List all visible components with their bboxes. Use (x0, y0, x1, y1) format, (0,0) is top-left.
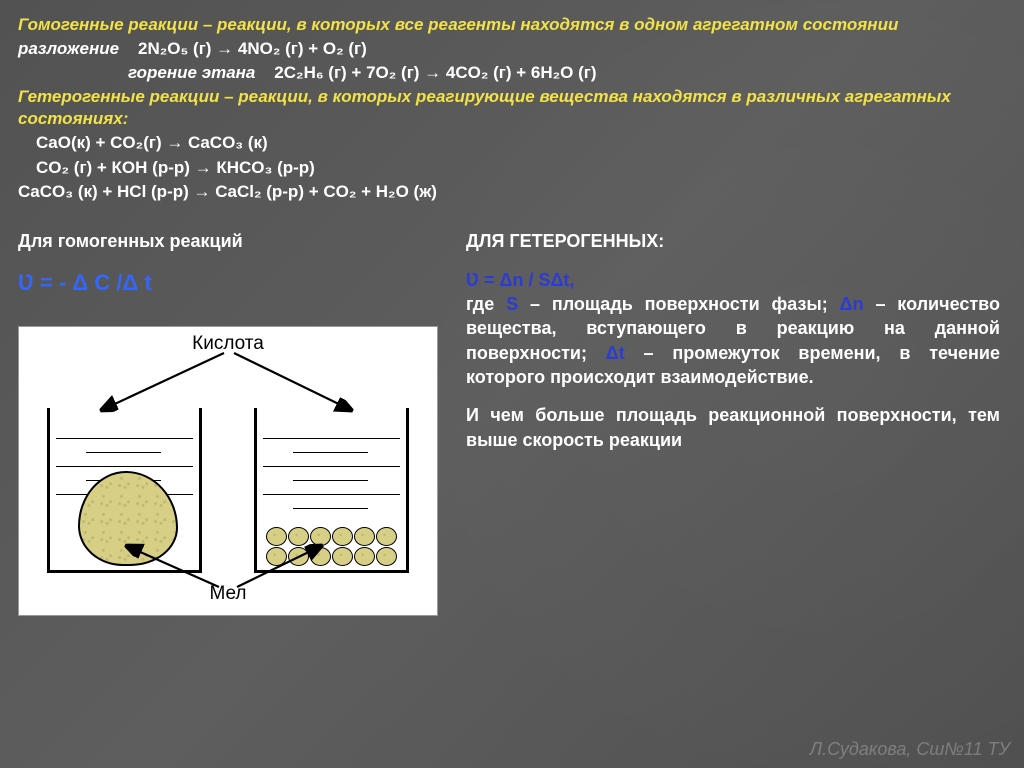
hetero-body: Ʋ = Δn / SΔt, где S – площадь поверхност… (466, 268, 1000, 389)
homo-rest: реакции – реакции, в которых все реагент… (124, 15, 899, 34)
two-column-area: Для гомогенных реакций Ʋ = - Δ C /Δ t Ки… (18, 231, 1006, 616)
beaker-diagram: Кислота (18, 326, 438, 616)
dt-label: Δt (606, 343, 625, 363)
eq2: CO₂ (г) + КОН (р-р) → КНСO₃ (р-р) (36, 158, 315, 177)
heterogeneous-column: ДЛЯ ГЕТЕРОГЕННЫХ: Ʋ = Δn / SΔt, где S – … (466, 231, 1006, 616)
combust-label: горение этана (128, 63, 255, 82)
hetero-section-title: ДЛЯ ГЕТЕРОГЕННЫХ: (466, 231, 1000, 252)
diagram-bottom-label: Мел (19, 583, 437, 605)
watermark: Л.Судакова, Сш№11 ТУ (810, 739, 1010, 760)
hetero-rest: реакции – реакции, в которых реагирующие… (18, 87, 951, 128)
dn-label: Δn (840, 294, 864, 314)
decomp-label: разложение (18, 39, 119, 58)
hetero-conclusion: И чем больше площадь реакционной поверхн… (466, 405, 1000, 449)
decomp-eq: 2N₂O₅ (г) → 4NO₂ (г) + O₂ (г) (138, 39, 367, 58)
definitions-block: Гомогенные реакции – реакции, в которых … (18, 14, 1006, 203)
explain-pre: где (466, 294, 494, 314)
hetero-prefix: Гетерогенные (18, 87, 145, 106)
eq1: CaO(к) + CO₂(г) → CaCO₃ (к) (36, 133, 268, 152)
eq3: CaCO₃ (к) + HCl (р-р) → CaCl₂ (р-р) + CO… (18, 182, 437, 201)
homo-prefix: Гомогенные (18, 15, 124, 34)
combust-eq: 2C₂H₆ (г) + 7O₂ (г) → 4CO₂ (г) + 6H₂O (г… (274, 63, 596, 82)
s-desc: – площадь поверхности фазы; (518, 294, 840, 314)
homo-formula: Ʋ = - Δ C /Δ t (18, 270, 448, 296)
hetero-formula: Ʋ = Δn / SΔt, (466, 270, 574, 290)
homogeneous-column: Для гомогенных реакций Ʋ = - Δ C /Δ t Ки… (18, 231, 448, 616)
homo-section-title: Для гомогенных реакций (18, 231, 448, 252)
s-label: S (506, 294, 518, 314)
